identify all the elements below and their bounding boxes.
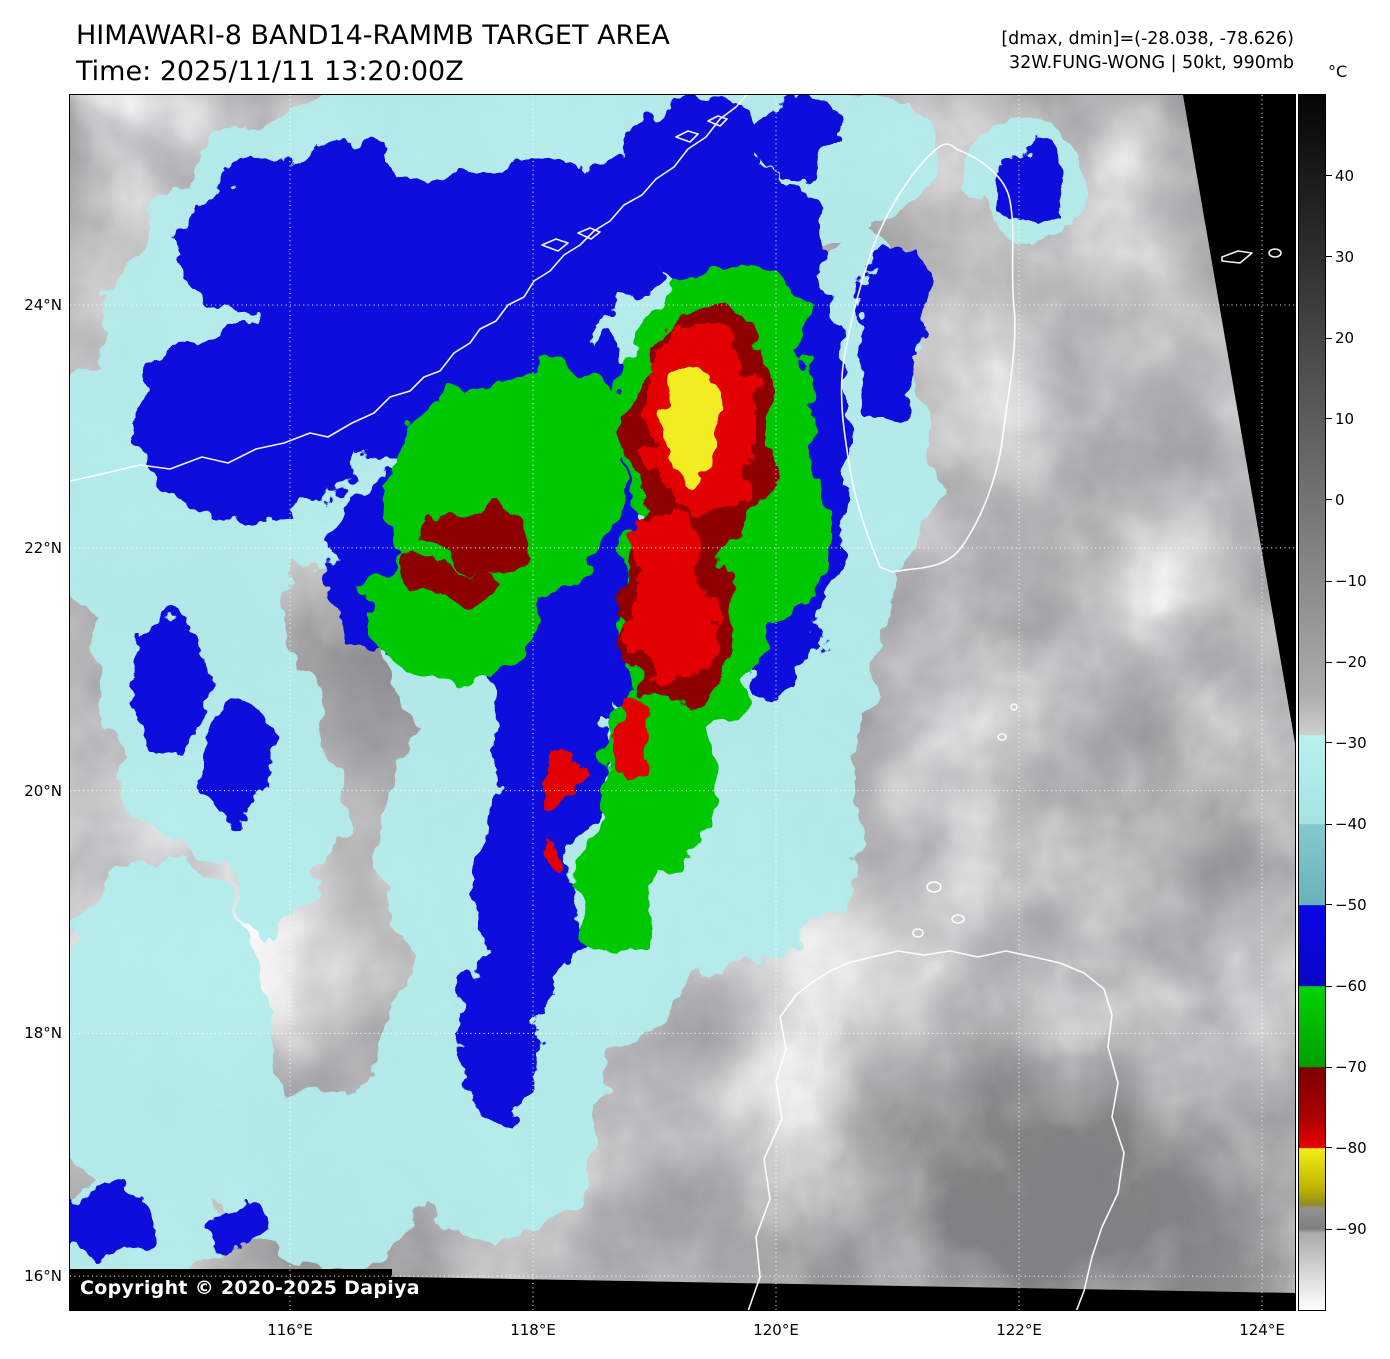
cloud-blob-blue xyxy=(134,610,206,760)
colorbar-tick-label: 40 xyxy=(1335,166,1355,185)
colorbar-tick-label: 20 xyxy=(1335,329,1355,347)
colorbar-tick-label: −40 xyxy=(1335,815,1367,833)
colorbar-tick-label: −60 xyxy=(1335,977,1367,995)
colorbar-tick-label: −30 xyxy=(1335,733,1367,752)
cloud-blob-blue xyxy=(70,1184,152,1256)
cloud-blob-red xyxy=(548,840,566,866)
copyright-label: Copyright © 2020-2025 Dapiya xyxy=(80,1277,420,1299)
cloud-blob-yellow xyxy=(665,367,719,487)
header-annotations: [dmax, dmin]=(-28.038, -78.626) 32W.FUNG… xyxy=(1001,27,1294,75)
cloud-blob-red xyxy=(615,700,649,780)
storm-info-label: 32W.FUNG-WONG | 50kt, 990mb xyxy=(1009,53,1294,73)
coastline-china-islands xyxy=(541,115,728,252)
colorbar-tick-mark xyxy=(1326,418,1332,420)
dmax-dmin-label: [dmax, dmin]=(-28.038, -78.626) xyxy=(1001,29,1294,49)
page-title: HIMAWARI-8 BAND14-RAMMB TARGET AREA xyxy=(76,20,670,51)
cloud-blob-blue xyxy=(464,952,540,1128)
colorbar-tick-label: −20 xyxy=(1335,653,1367,671)
lat-axis-label: 16°N xyxy=(24,1267,62,1286)
colorbar-tick-mark xyxy=(1326,256,1332,258)
colorbar-tick-label: 30 xyxy=(1335,247,1355,266)
cloud-blob-blue xyxy=(650,167,820,303)
cloud-blob-dark-red xyxy=(428,507,536,563)
coastline-china xyxy=(70,95,748,483)
lat-axis-label: 20°N xyxy=(24,781,62,800)
colorbar-tick-mark xyxy=(1326,661,1332,663)
island xyxy=(1221,250,1253,264)
colorbar-tick-mark xyxy=(1326,904,1332,906)
cloud-blob-blue xyxy=(1000,145,1064,221)
coastlines xyxy=(70,95,1282,1310)
lon-axis-label: 120°E xyxy=(753,1321,799,1339)
colorbar-tick-label: 10 xyxy=(1335,409,1355,428)
colorbar-tick-label: −70 xyxy=(1335,1058,1367,1076)
island xyxy=(912,928,924,938)
coastline-luzon xyxy=(747,950,1125,1310)
no-data-wedge-top-right xyxy=(1183,95,1295,743)
grid-lines xyxy=(70,95,1295,1310)
cloud-blob-blue xyxy=(210,702,270,818)
island xyxy=(951,914,965,924)
colorbar-tick-mark xyxy=(1326,1147,1332,1149)
cloud-blob-dark-red xyxy=(414,561,498,595)
satellite-map xyxy=(69,94,1296,1311)
island xyxy=(1268,248,1282,258)
island xyxy=(926,881,942,893)
cloud-blob-blue xyxy=(858,230,922,420)
colorbar-tick-mark xyxy=(1326,823,1332,825)
colorbar: 40 30 20 10 0 −10 −20 −30 −40 −50 −60 −70 −80 −90 xyxy=(1298,94,1367,1311)
colorbar-tick-mark xyxy=(1326,580,1332,582)
timestamp-label: Time: 2025/11/11 13:20:00Z xyxy=(76,56,464,87)
coastline-small-islands xyxy=(912,248,1282,938)
colorbar-tick-label: −90 xyxy=(1335,1220,1367,1238)
no-data-wedges xyxy=(70,95,1295,1310)
lon-axis-label: 116°E xyxy=(267,1321,313,1339)
layer-yellow xyxy=(665,367,719,487)
colorbar-tick-mark xyxy=(1326,985,1332,987)
colorbar-gradient xyxy=(1298,94,1326,1311)
colorbar-unit-label: °C xyxy=(1328,62,1348,81)
cloud-blob-blue xyxy=(288,139,392,207)
cloud-blob-blue xyxy=(212,1210,264,1250)
lon-axis-label: 122°E xyxy=(996,1321,1042,1339)
colorbar-tick-mark xyxy=(1326,742,1332,744)
island xyxy=(1010,703,1018,711)
colorbar-tick-mark xyxy=(1326,175,1332,177)
cloud-blob-cyan xyxy=(210,1090,440,1260)
island xyxy=(997,733,1007,741)
lon-axis-label: 124°E xyxy=(1239,1321,1285,1339)
lat-axis-label: 24°N xyxy=(24,296,62,314)
colorbar-tick-label: −50 xyxy=(1335,895,1367,914)
cloud-blob-blue xyxy=(753,95,837,179)
coastline-taiwan xyxy=(840,143,1016,573)
cloud-blob-green xyxy=(580,813,656,957)
colorbar-tick-mark xyxy=(1326,1066,1332,1068)
colorbar-labels: 40 30 20 10 0 −10 −20 −30 −40 −50 −60 −70 −80 −90 xyxy=(1326,95,1390,1310)
colorbar-tick-label: 0 xyxy=(1335,490,1345,509)
cloud-blob-red xyxy=(547,749,573,801)
colorbar-tick-mark xyxy=(1326,337,1332,339)
lat-axis-label: 18°N xyxy=(24,1024,62,1043)
colorbar-tick-mark xyxy=(1326,1228,1332,1230)
lat-axis-label: 22°N xyxy=(24,538,62,557)
cloud-blob-blue xyxy=(135,330,365,520)
storm-layers xyxy=(70,95,1087,1285)
colorbar-tick-mark xyxy=(1326,499,1332,501)
colorbar-tick-label: −80 xyxy=(1335,1138,1367,1157)
cloud-blob-green xyxy=(483,363,627,487)
lon-axis-label: 118°E xyxy=(510,1321,556,1339)
colorbar-tick-label: −10 xyxy=(1335,572,1367,590)
satellite-image xyxy=(70,95,1295,1310)
cloud-blob-red xyxy=(632,512,708,688)
